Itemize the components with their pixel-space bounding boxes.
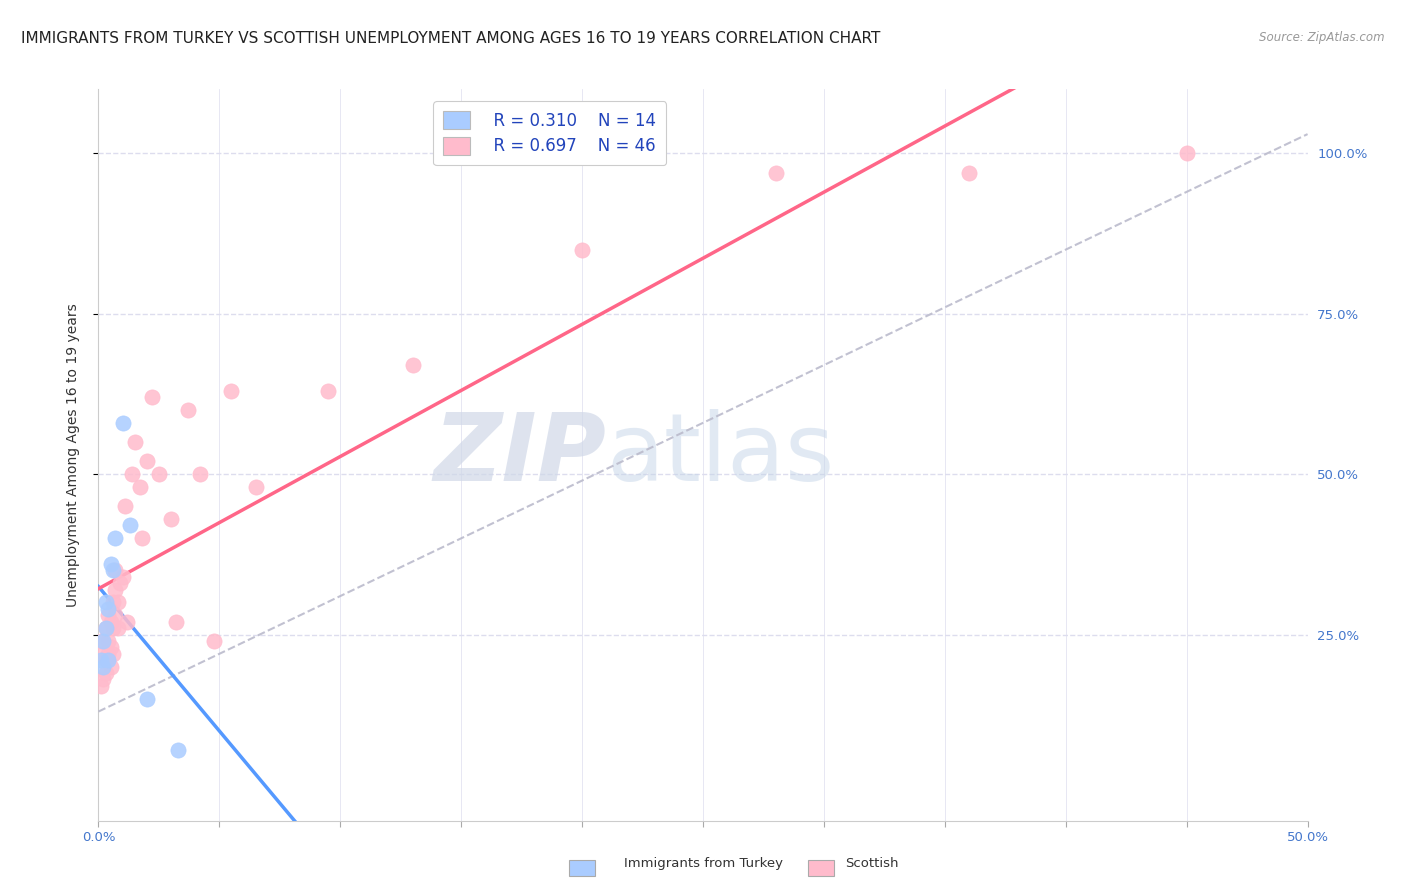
Point (141, 390, 163, 404)
Point (148, 467, 170, 482)
Point (104, 582, 127, 597)
Text: Scottish: Scottish (845, 856, 898, 870)
Point (111, 570, 134, 584)
Point (94, 621, 117, 635)
Legend:   R = 0.310    N = 14,   R = 0.697    N = 46: R = 0.310 N = 14, R = 0.697 N = 46 (433, 101, 666, 165)
Point (957, 166, 980, 180)
Point (104, 608, 127, 623)
Point (94, 621, 117, 635)
Point (90, 653, 112, 667)
Point (97, 653, 120, 667)
Point (118, 518, 141, 533)
Point (160, 512, 183, 526)
Point (135, 691, 157, 706)
Text: ZIP: ZIP (433, 409, 606, 501)
Y-axis label: Unemployment Among Ages 16 to 19 years: Unemployment Among Ages 16 to 19 years (66, 303, 80, 607)
Point (104, 563, 127, 577)
Point (101, 621, 124, 635)
Point (402, 358, 425, 372)
Point (165, 615, 187, 629)
Point (188, 467, 211, 482)
Point (765, 166, 787, 180)
Point (108, 576, 131, 591)
Point (101, 563, 124, 577)
Point (101, 647, 124, 661)
Point (90, 634, 112, 648)
Point (90, 679, 112, 693)
Point (124, 435, 146, 450)
Point (100, 640, 122, 655)
Point (94, 666, 117, 681)
Point (101, 595, 124, 609)
Point (97, 608, 120, 623)
Point (100, 557, 122, 571)
Point (104, 532, 127, 546)
Text: IMMIGRANTS FROM TURKEY VS SCOTTISH UNEMPLOYMENT AMONG AGES 16 TO 19 YEARS CORREL: IMMIGRANTS FROM TURKEY VS SCOTTISH UNEMP… (21, 31, 880, 46)
Point (131, 532, 153, 546)
Point (571, 243, 593, 257)
Point (121, 467, 143, 482)
Point (135, 454, 157, 468)
Point (128, 480, 150, 494)
Point (204, 634, 226, 648)
Point (91, 647, 114, 661)
Text: atlas: atlas (606, 409, 835, 501)
Text: Source: ZipAtlas.com: Source: ZipAtlas.com (1260, 31, 1385, 45)
Point (91, 634, 114, 648)
Point (114, 500, 136, 514)
Text: Immigrants from Turkey: Immigrants from Turkey (623, 856, 783, 870)
Point (107, 595, 129, 609)
Point (97, 602, 120, 616)
Point (221, 384, 243, 398)
Point (111, 416, 134, 430)
Point (97, 647, 120, 661)
Point (91, 673, 114, 687)
Point (177, 403, 200, 417)
Point (100, 659, 122, 673)
Point (94, 653, 117, 667)
Point (1175, 146, 1198, 161)
Point (245, 480, 267, 494)
Point (100, 615, 122, 629)
Point (97, 634, 120, 648)
Point (117, 615, 139, 629)
Point (316, 384, 339, 398)
Point (94, 595, 117, 609)
Point (167, 743, 190, 757)
Point (91, 659, 114, 673)
Point (107, 621, 129, 635)
Point (437, 146, 460, 161)
